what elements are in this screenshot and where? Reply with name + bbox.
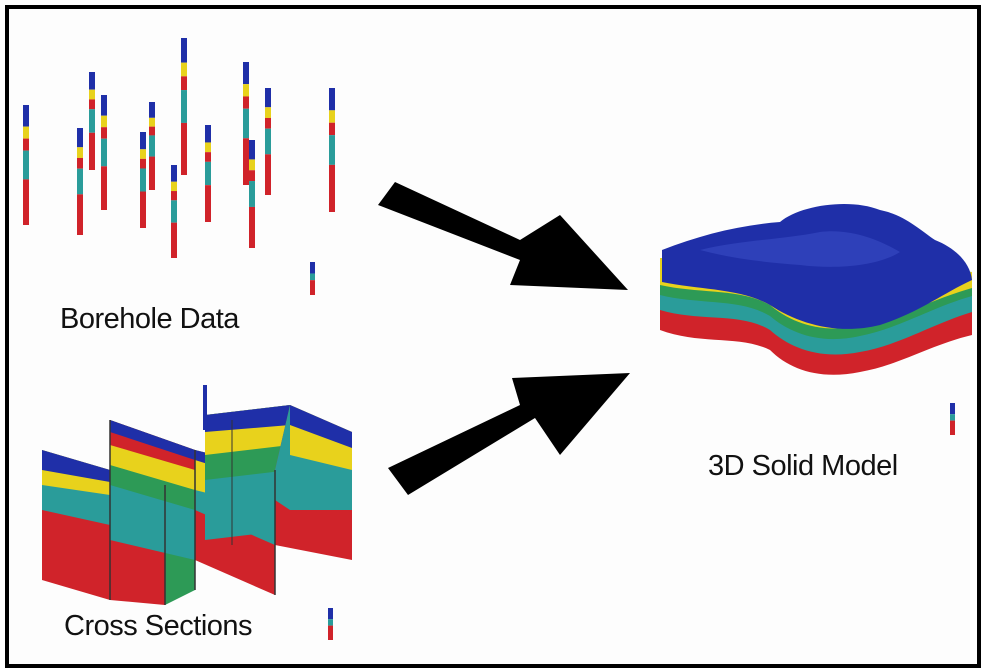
borehole-segment bbox=[249, 159, 255, 171]
borehole-segment bbox=[171, 181, 177, 192]
borehole-segment bbox=[171, 200, 177, 223]
cross-sections-illustration bbox=[42, 385, 352, 605]
borehole-segment bbox=[23, 126, 29, 139]
borehole-segment bbox=[329, 135, 335, 165]
legend-tick-segment bbox=[328, 625, 333, 640]
borehole-segment bbox=[89, 89, 95, 100]
borehole-segment bbox=[329, 164, 335, 212]
borehole-segment bbox=[243, 62, 249, 85]
borehole-segment bbox=[243, 108, 249, 139]
borehole-segment bbox=[329, 88, 335, 111]
legend-ticks bbox=[310, 262, 955, 640]
borehole-segment bbox=[149, 135, 155, 157]
borehole-segment bbox=[101, 127, 107, 139]
borehole-segment bbox=[140, 149, 146, 159]
borehole-segment bbox=[89, 99, 95, 110]
borehole-segment bbox=[89, 109, 95, 133]
borehole-segment bbox=[243, 84, 249, 97]
cross-section-panel bbox=[205, 405, 290, 432]
borehole-segment bbox=[265, 128, 271, 155]
borehole-segment bbox=[149, 156, 155, 190]
legend-tick-segment bbox=[950, 414, 955, 421]
borehole-segment bbox=[140, 158, 146, 169]
cross-section-panel bbox=[290, 405, 352, 448]
legend-tick-segment bbox=[950, 403, 955, 415]
borehole-segment bbox=[101, 138, 107, 167]
borehole-segment bbox=[205, 185, 211, 222]
borehole-segment bbox=[89, 132, 95, 170]
cross-section-panel bbox=[110, 420, 195, 460]
borehole-segment bbox=[23, 138, 29, 151]
cross-section-panel bbox=[42, 450, 110, 482]
borehole-segment bbox=[89, 72, 95, 90]
borehole-segment bbox=[249, 170, 255, 182]
borehole-segment bbox=[181, 38, 187, 63]
borehole-segment bbox=[205, 142, 211, 153]
borehole-segment bbox=[101, 95, 107, 116]
borehole-segment bbox=[265, 107, 271, 118]
legend-tick-segment bbox=[310, 262, 315, 274]
borehole-segment bbox=[149, 102, 155, 118]
borehole-segment bbox=[23, 105, 29, 127]
borehole-segment bbox=[149, 126, 155, 136]
arrow-sections-to-model bbox=[388, 373, 630, 495]
borehole-segment bbox=[77, 168, 83, 195]
borehole-segment bbox=[265, 88, 271, 108]
borehole-segment bbox=[149, 117, 155, 127]
borehole-segment bbox=[249, 181, 255, 207]
borehole-segment bbox=[77, 128, 83, 148]
borehole-segment bbox=[140, 168, 146, 192]
borehole-segment bbox=[171, 222, 177, 258]
borehole-segment bbox=[249, 140, 255, 160]
borehole-segment bbox=[249, 206, 255, 248]
legend-tick-segment bbox=[328, 608, 333, 620]
arrow-borehole-to-model bbox=[378, 182, 628, 290]
borehole-segment bbox=[265, 154, 271, 195]
solid-model-illustration bbox=[660, 203, 972, 375]
borehole-segment bbox=[77, 194, 83, 235]
borehole-segment bbox=[205, 161, 211, 186]
borehole-segment bbox=[265, 117, 271, 129]
legend-tick-segment bbox=[310, 280, 315, 295]
borehole-segment bbox=[101, 166, 107, 210]
borehole-segment bbox=[181, 62, 187, 77]
borehole-segment bbox=[205, 152, 211, 162]
borehole-segment bbox=[140, 191, 146, 228]
legend-tick-segment bbox=[950, 420, 955, 435]
borehole-segment bbox=[181, 76, 187, 91]
borehole-data-illustration bbox=[23, 38, 335, 258]
borehole-data-label: Borehole Data bbox=[60, 303, 239, 335]
borehole-segment bbox=[101, 115, 107, 128]
borehole-segment bbox=[243, 138, 249, 185]
borehole-segment bbox=[140, 132, 146, 150]
borehole-segment bbox=[329, 122, 335, 136]
borehole-segment bbox=[243, 96, 249, 109]
cross-sections-label: Cross Sections bbox=[64, 610, 253, 642]
solid-model-highlight bbox=[700, 231, 900, 267]
borehole-segment bbox=[205, 125, 211, 143]
borehole-segment bbox=[181, 90, 187, 123]
borehole-segment bbox=[23, 150, 29, 180]
legend-tick-segment bbox=[328, 619, 333, 626]
borehole-segment bbox=[181, 122, 187, 175]
legend-tick-segment bbox=[310, 273, 315, 281]
borehole-segment bbox=[171, 191, 177, 201]
borehole-segment bbox=[23, 179, 29, 225]
solid-model-label: 3D Solid Model bbox=[708, 450, 898, 482]
borehole-segment bbox=[77, 147, 83, 158]
borehole-segment bbox=[171, 165, 177, 182]
borehole-segment bbox=[77, 157, 83, 169]
borehole-segment bbox=[329, 110, 335, 123]
